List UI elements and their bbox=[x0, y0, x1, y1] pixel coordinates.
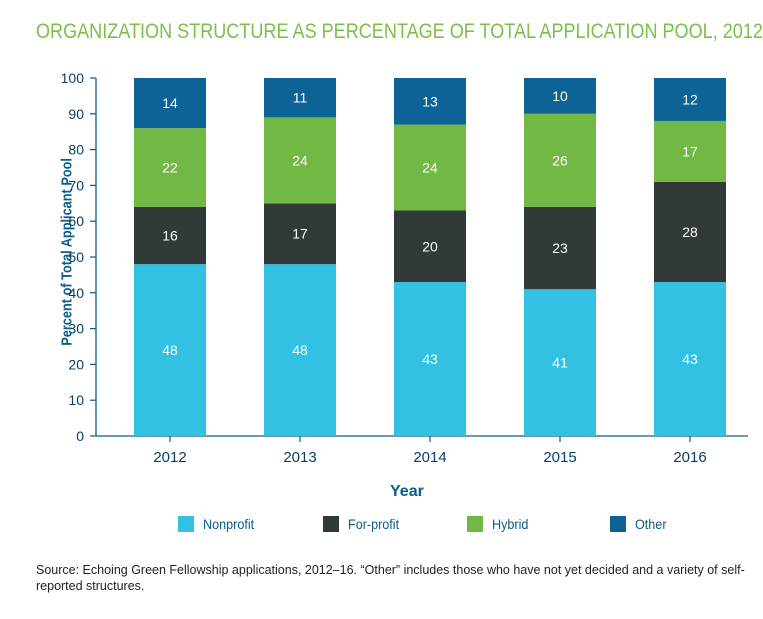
legend-swatch-for-profit bbox=[323, 516, 339, 532]
legend-label-other: Other bbox=[635, 516, 667, 532]
data-label-for-profit: 28 bbox=[682, 224, 698, 240]
data-label-hybrid: 24 bbox=[292, 152, 308, 168]
y-tick-label: 30 bbox=[68, 321, 84, 337]
bar-segment-other bbox=[394, 78, 466, 125]
legend-swatch-nonprofit bbox=[178, 516, 194, 532]
bar-segment-for-profit bbox=[134, 206, 206, 265]
x-tick-label: 2013 bbox=[283, 449, 316, 466]
y-tick-label: 0 bbox=[76, 428, 84, 444]
data-label-for-profit: 16 bbox=[162, 228, 178, 244]
y-tick-label: 40 bbox=[68, 285, 84, 301]
bar-segment-for-profit bbox=[264, 203, 336, 265]
legend-label-for-profit: For-profit bbox=[348, 516, 400, 532]
bar-segment-hybrid bbox=[654, 120, 726, 182]
legend-item-hybrid: Hybrid bbox=[467, 516, 532, 532]
bar-segment-for-profit bbox=[524, 206, 596, 290]
chart-title: ORGANIZATION STRUCTURE AS PERCENTAGE OF … bbox=[36, 20, 763, 43]
data-label-for-profit: 20 bbox=[422, 238, 438, 254]
y-tick-label: 50 bbox=[68, 249, 84, 265]
y-tick-label: 100 bbox=[61, 70, 85, 86]
x-tick-label: 2014 bbox=[413, 449, 446, 466]
x-tick-label: 2015 bbox=[543, 449, 576, 466]
bar-segment-for-profit bbox=[654, 181, 726, 283]
legend-item-for-profit: For-profit bbox=[323, 516, 405, 532]
bar-segment-nonprofit bbox=[264, 264, 336, 436]
legend-label-hybrid: Hybrid bbox=[492, 516, 529, 532]
bar-segment-hybrid bbox=[134, 128, 206, 207]
legend-item-other: Other bbox=[610, 516, 670, 532]
data-label-for-profit: 23 bbox=[552, 240, 568, 256]
data-label-other: 10 bbox=[552, 88, 568, 104]
data-label-for-profit: 17 bbox=[292, 226, 308, 242]
source-note: Source: Echoing Green Fellowship applica… bbox=[36, 563, 745, 593]
bar-segment-for-profit bbox=[394, 210, 466, 283]
bar-segment-other bbox=[654, 78, 726, 121]
legend: Nonprofit For-profit Hybrid Other bbox=[178, 516, 738, 538]
legend-label-nonprofit: Nonprofit bbox=[203, 516, 255, 532]
bar-segment-hybrid bbox=[394, 124, 466, 211]
bar-segment-hybrid bbox=[264, 117, 336, 204]
y-tick-label: 60 bbox=[68, 213, 84, 229]
legend-swatch-hybrid bbox=[467, 516, 483, 532]
bar-segment-nonprofit bbox=[134, 264, 206, 436]
bar-segment-nonprofit bbox=[654, 282, 726, 436]
x-axis-label: Year bbox=[390, 483, 424, 500]
x-tick-label: 2016 bbox=[673, 449, 706, 466]
y-tick-label: 90 bbox=[68, 106, 84, 122]
x-tick-label: 2012 bbox=[153, 449, 186, 466]
data-label-hybrid: 26 bbox=[552, 152, 568, 168]
bar-segment-nonprofit bbox=[394, 282, 466, 436]
data-label-nonprofit: 48 bbox=[292, 342, 308, 358]
y-tick-label: 10 bbox=[68, 392, 84, 408]
data-label-other: 14 bbox=[162, 95, 178, 111]
data-label-hybrid: 17 bbox=[682, 143, 698, 159]
bar-segment-other bbox=[524, 78, 596, 114]
bar-segment-nonprofit bbox=[524, 289, 596, 436]
data-label-nonprofit: 43 bbox=[682, 351, 698, 367]
data-label-hybrid: 24 bbox=[422, 160, 438, 176]
data-label-nonprofit: 43 bbox=[422, 351, 438, 367]
y-tick-label: 70 bbox=[68, 177, 84, 193]
data-label-other: 11 bbox=[293, 90, 308, 106]
data-label-other: 12 bbox=[682, 91, 698, 107]
bar-segment-hybrid bbox=[524, 113, 596, 207]
data-label-hybrid: 22 bbox=[162, 160, 178, 176]
bar-segment-other bbox=[264, 78, 336, 118]
y-tick-label: 80 bbox=[68, 142, 84, 158]
bar-segment-other bbox=[134, 78, 206, 129]
data-label-nonprofit: 48 bbox=[162, 342, 178, 358]
legend-swatch-other bbox=[610, 516, 626, 532]
data-label-other: 13 bbox=[422, 93, 438, 109]
data-label-nonprofit: 41 bbox=[552, 355, 568, 371]
legend-item-nonprofit: Nonprofit bbox=[178, 516, 260, 532]
y-tick-label: 20 bbox=[68, 356, 84, 372]
